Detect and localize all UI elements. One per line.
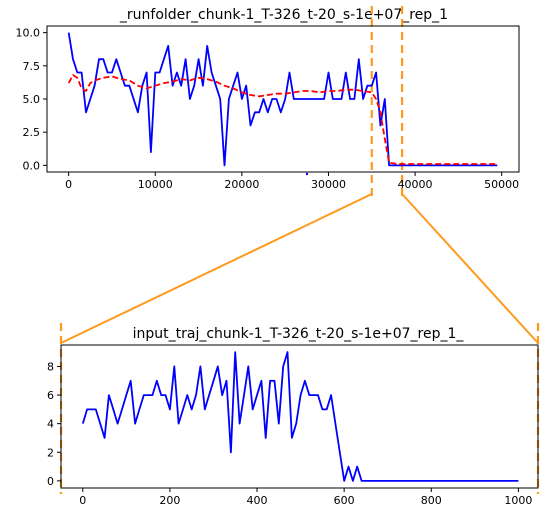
bottom-y-tick-label-1: 2 (47, 446, 54, 459)
bottom-y-tick-label-2: 4 (47, 418, 54, 431)
bottom-x-tick-label-4: 800 (421, 494, 442, 507)
bottom-chart-title: input_traj_chunk-1_T-326_t-20_s-1e+07_re… (133, 326, 465, 342)
bottom-x-tick-label-2: 400 (247, 494, 268, 507)
bottom-chart: input_traj_chunk-1_T-326_t-20_s-1e+07_re… (47, 323, 540, 507)
top-plot-area (67, 6, 498, 196)
zoom-connector (60, 193, 539, 344)
bottom-x-tick-label-0: 0 (79, 494, 86, 507)
top-x-tick-label-0: 0 (65, 178, 72, 191)
top-y-tick-label-2: 5.0 (23, 93, 41, 106)
top-y-tick-label-0: 0.0 (23, 159, 41, 172)
bottom-y-tick-label-3: 6 (47, 389, 54, 402)
zoom-connector-line-1 (401, 193, 539, 344)
top-x-tick-label-3: 30000 (311, 178, 346, 191)
top-y-tick-label-4: 10.0 (16, 27, 41, 40)
bottom-series-line-0 (81, 351, 519, 482)
top-y-axis: 0.0 2.5 5.0 7.5 10.0 (16, 27, 47, 172)
bottom-axes-frame (60, 344, 539, 489)
bottom-x-tick-label-3: 600 (334, 494, 355, 507)
zoom-connector-line-0 (60, 193, 373, 344)
bottom-y-tick-label-4: 8 (47, 360, 54, 373)
bottom-x-tick-label-5: 1000 (504, 494, 532, 507)
bottom-y-tick-label-0: 0 (47, 475, 54, 488)
top-chart-title: _runfolder_chunk-1_T-326_t-20_s-1e+07_re… (119, 7, 448, 23)
top-y-tick-label-3: 7.5 (23, 60, 41, 73)
top-axes-frame (46, 25, 520, 173)
top-x-axis: 0 10000 20000 30000 40000 50000 (65, 172, 519, 191)
bottom-plot-area (59, 323, 540, 494)
top-series-line-1 (67, 74, 498, 165)
bottom-x-axis: 0 200 400 600 800 1000 (79, 488, 532, 507)
bottom-x-tick-label-1: 200 (159, 494, 180, 507)
top-x-tick-label-4: 40000 (398, 178, 433, 191)
top-y-tick-label-1: 2.5 (23, 126, 41, 139)
top-x-tick-label-1: 10000 (138, 178, 173, 191)
top-series-line-0 (67, 32, 498, 167)
top-chart: _runfolder_chunk-1_T-326_t-20_s-1e+07_re… (16, 6, 520, 196)
top-x-tick-label-2: 20000 (224, 178, 259, 191)
stray-point (305, 172, 309, 176)
bottom-y-axis: 0 2 4 6 8 (47, 360, 61, 488)
top-x-tick-label-5: 50000 (484, 178, 519, 191)
